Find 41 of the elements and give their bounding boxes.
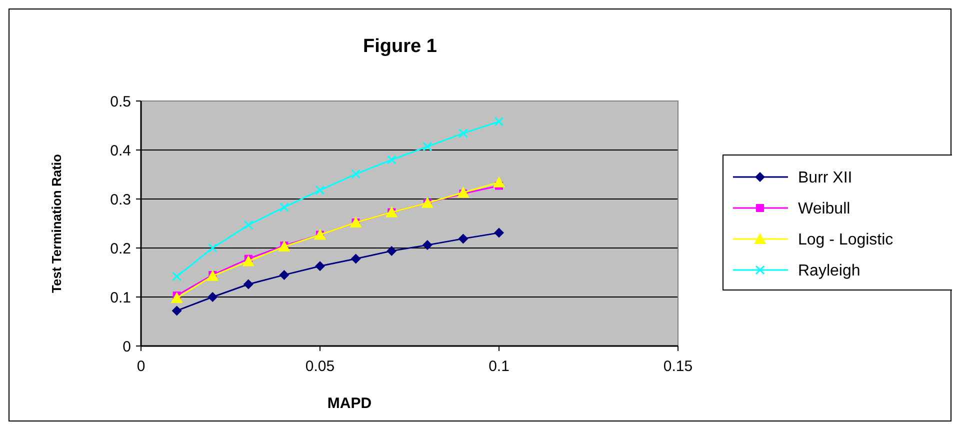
point [422, 142, 432, 152]
legend-label: Rayleigh [798, 262, 860, 280]
point [458, 234, 468, 244]
point [279, 270, 290, 280]
point [457, 186, 470, 198]
x-tick-label: 0.15 [663, 358, 693, 375]
y-tick-label: 0.1 [110, 289, 131, 306]
y-tick-label: 0.3 [110, 191, 131, 208]
point [315, 261, 325, 272]
point [422, 240, 432, 250]
x-tick-label: 0.1 [488, 358, 510, 375]
point [386, 246, 397, 256]
legend-label: Burr XII [798, 170, 852, 187]
point [208, 243, 218, 253]
point [315, 185, 325, 195]
x-tick-label: 0.05 [305, 358, 335, 375]
legend-label: Weibull [798, 200, 850, 218]
x-tick-label: 0 [136, 358, 146, 375]
y-tick-label: 0.2 [110, 240, 131, 258]
point [243, 279, 254, 290]
point [493, 176, 505, 188]
point [244, 220, 254, 230]
point [208, 292, 218, 302]
y-tick-label: 0 [122, 338, 131, 356]
point [172, 306, 182, 316]
point [351, 169, 361, 179]
point [350, 254, 361, 264]
x-axis-title: MAPD [327, 395, 372, 412]
y-axis-title: Test Termination Ratio [49, 154, 64, 293]
chart-title: Figure 1 [363, 36, 438, 57]
point [242, 255, 254, 266]
point [494, 116, 504, 126]
point [170, 292, 183, 303]
y-tick-label: 0.4 [110, 142, 131, 160]
legend-label: Log - Logistic [798, 232, 894, 249]
point [458, 128, 468, 138]
point [279, 202, 289, 212]
point [494, 228, 504, 238]
point [386, 155, 396, 165]
y-tick-label: 0.5 [110, 93, 131, 110]
point [172, 272, 182, 282]
